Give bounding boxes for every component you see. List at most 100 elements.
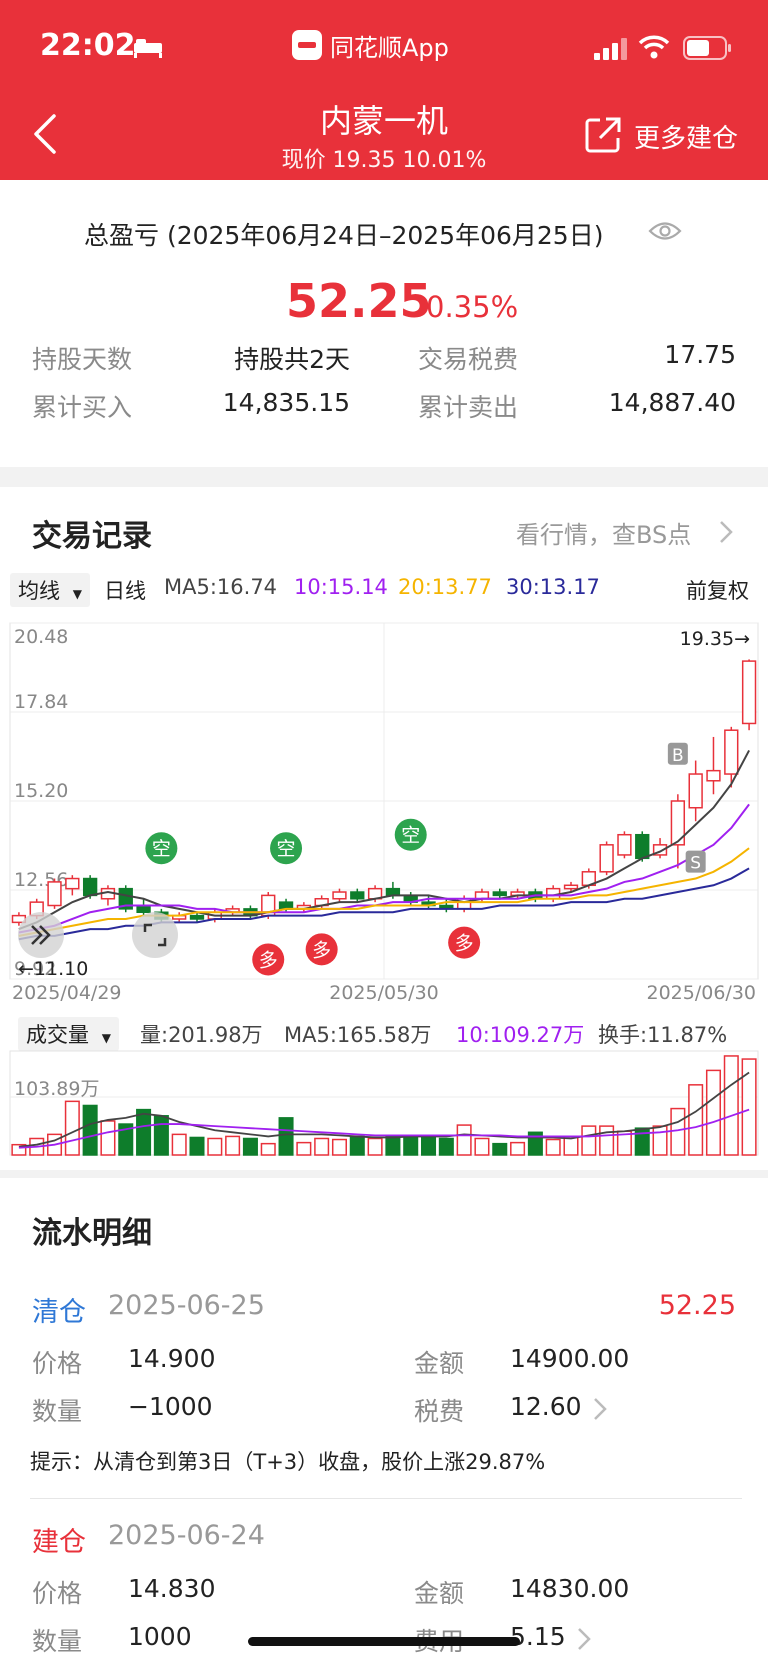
eye-icon[interactable] bbox=[648, 220, 682, 242]
volume-bar bbox=[438, 1137, 454, 1156]
volume-bar bbox=[510, 1141, 526, 1156]
candlestick-chart[interactable]: 20.4817.8415.2012.569.92空 空空多多多BS19.35→←1… bbox=[0, 611, 768, 1001]
ma-dropdown[interactable]: 均线 ▼ bbox=[10, 573, 90, 607]
sell-mark bbox=[685, 850, 706, 873]
qty-value: 1000 bbox=[128, 1622, 192, 1651]
fullscreen-button[interactable] bbox=[132, 912, 178, 958]
entry-date: 2025-06-25 bbox=[108, 1290, 265, 1321]
volume-bar bbox=[82, 1104, 98, 1156]
volume-bar bbox=[581, 1125, 597, 1156]
share-icon[interactable] bbox=[584, 116, 622, 154]
short-marker bbox=[145, 832, 178, 865]
qty-label: 数量 bbox=[32, 1627, 83, 1656]
amount-value: 14830.00 bbox=[510, 1574, 630, 1603]
volume-bar bbox=[242, 1137, 258, 1156]
price-value: 14.900 bbox=[128, 1344, 216, 1373]
volume-dropdown[interactable]: 成交量 ▼ bbox=[18, 1017, 119, 1051]
expand-left-button[interactable] bbox=[18, 912, 64, 958]
total-pnl-percent: 0.35% bbox=[426, 290, 519, 324]
view-market-link[interactable]: 看行情，查BS点 bbox=[516, 521, 692, 549]
turnover-rate: 换手:11.87% bbox=[598, 1023, 728, 1047]
volume-bar bbox=[189, 1136, 205, 1156]
trade-record-title: 交易记录 bbox=[32, 519, 152, 554]
price-label: 价格 bbox=[32, 1349, 83, 1378]
candle-body bbox=[688, 773, 703, 809]
ma-dropdown-label: 均线 bbox=[18, 579, 60, 603]
chevron-right-icon[interactable] bbox=[592, 1396, 608, 1422]
app-name-pill[interactable]: 同花顺App bbox=[292, 28, 449, 62]
volume-frame bbox=[9, 1050, 759, 1156]
marker-label: 多 bbox=[259, 949, 278, 971]
marker-label: 多 bbox=[455, 933, 474, 955]
y-tick-label: 17.84 bbox=[14, 691, 68, 713]
holding-days-label: 持股天数 bbox=[32, 345, 133, 374]
long-marker bbox=[448, 926, 481, 959]
volume-bar bbox=[136, 1108, 152, 1156]
more-build-button[interactable]: 更多建仓 bbox=[634, 124, 739, 154]
volume-bar bbox=[260, 1142, 276, 1156]
entry-tag: 建仓 bbox=[32, 1527, 86, 1558]
candle-body bbox=[563, 884, 579, 890]
ma10-line bbox=[18, 803, 750, 934]
battery-icon bbox=[683, 36, 731, 60]
qty-label: 数量 bbox=[32, 1397, 83, 1426]
total-buy-label: 累计买入 bbox=[32, 393, 133, 422]
short-marker bbox=[394, 818, 427, 851]
candle-body bbox=[118, 887, 133, 910]
app-logo-icon bbox=[292, 30, 322, 60]
volume-bar bbox=[225, 1135, 241, 1156]
candle-body bbox=[741, 660, 757, 725]
volume-chart[interactable]: 103.89万 bbox=[0, 1047, 768, 1159]
fee-label: 税费 bbox=[414, 1397, 465, 1426]
volume-bar bbox=[153, 1115, 169, 1156]
candle-body bbox=[724, 729, 739, 775]
pnl-summary-card: 总盈亏 (2025年06月24日–2025年06月25日) 52.25 0.35… bbox=[0, 180, 768, 467]
vol_ma10-line bbox=[18, 1108, 750, 1149]
trade-record-section: 交易记录 看行情，查BS点 均线 ▼ 日线 MA5:16.74 10:15.14… bbox=[0, 487, 768, 1170]
candle-body bbox=[65, 877, 80, 890]
y-tick-label: 15.20 bbox=[14, 780, 68, 802]
chevron-right-icon[interactable] bbox=[718, 519, 734, 545]
candle-body bbox=[278, 901, 294, 910]
ma20-legend: 20:13.77 bbox=[398, 575, 492, 599]
candle-body bbox=[189, 914, 205, 920]
x-tick-label: 2025/05/30 bbox=[329, 982, 439, 1001]
volume-bar bbox=[688, 1084, 704, 1156]
home-indicator[interactable] bbox=[248, 1637, 520, 1646]
x-tick-label: 2025/04/29 bbox=[12, 982, 122, 1001]
marker-label: 空 bbox=[401, 825, 420, 847]
candle-body bbox=[474, 891, 490, 900]
volume-bar bbox=[171, 1133, 187, 1156]
volume-bar bbox=[421, 1136, 437, 1156]
volume-bar bbox=[634, 1127, 650, 1156]
adjust-mode[interactable]: 前复权 bbox=[686, 579, 749, 603]
candle-body bbox=[599, 844, 614, 873]
total-pnl-value: 52.25 bbox=[286, 274, 432, 328]
total-buy-value: 14,835.15 bbox=[222, 388, 350, 417]
candle-body bbox=[635, 833, 650, 860]
ma10-legend: 10:15.14 bbox=[294, 575, 388, 599]
fee-value[interactable]: 12.60 bbox=[510, 1392, 582, 1421]
amount-label: 金额 bbox=[414, 1349, 465, 1378]
entry-pnl: 52.25 bbox=[658, 1290, 736, 1321]
tax-fee-label: 交易税费 bbox=[418, 345, 519, 374]
dropdown-caret-icon: ▼ bbox=[101, 1031, 111, 1045]
vol_ma5-line bbox=[18, 1071, 750, 1148]
candle-body bbox=[332, 891, 347, 900]
volume-bar bbox=[207, 1137, 223, 1156]
chevron-right-icon[interactable] bbox=[576, 1626, 592, 1652]
long-marker bbox=[305, 933, 338, 966]
fee-value[interactable]: 5.15 bbox=[510, 1622, 566, 1651]
ma5-legend: MA5:16.74 bbox=[164, 575, 278, 599]
volume-bar bbox=[652, 1125, 668, 1156]
candle-body bbox=[652, 844, 668, 856]
total-sell-value: 14,887.40 bbox=[608, 388, 736, 417]
amount-value: 14900.00 bbox=[510, 1344, 630, 1373]
back-icon[interactable] bbox=[30, 112, 60, 156]
wifi-icon bbox=[638, 35, 670, 59]
dropdown-caret-icon: ▼ bbox=[72, 587, 82, 601]
divider bbox=[30, 1498, 742, 1499]
entry-date: 2025-06-24 bbox=[108, 1520, 265, 1551]
volume-bar bbox=[456, 1124, 472, 1156]
